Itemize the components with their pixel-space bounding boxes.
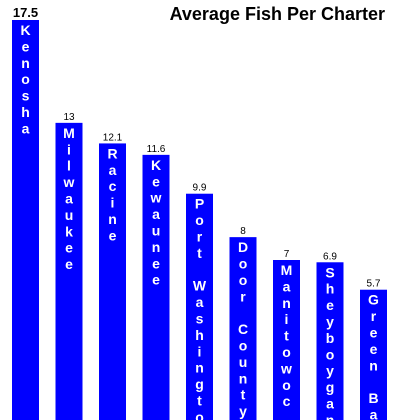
chart-title: Average Fish Per Charter	[170, 4, 385, 24]
bar-door-county	[229, 237, 257, 420]
bars-layer: 17.5 K e n o s h a 13 M i l w a u k e e 12.1 R a c i n e 11.6 K e w a…	[12, 5, 387, 420]
bar-manitowoc	[273, 260, 300, 420]
value-label-green-bay: 5.7	[367, 279, 381, 290]
value-label-port-washington: 9.9	[193, 183, 207, 194]
bar-port-washington	[186, 193, 213, 420]
bar-kewaunee	[142, 154, 170, 420]
bar-green-bay	[360, 289, 387, 420]
value-label-milwaukee: 13	[63, 112, 75, 123]
category-label-green-bay: GreenBay	[368, 292, 379, 420]
bar-milwaukee	[55, 122, 83, 420]
value-label-sheyboygan: 6.9	[323, 251, 337, 262]
category-label-port-washington: PortWashington	[193, 196, 207, 420]
value-label-kewaunee: 11.6	[147, 144, 166, 155]
bar-kenosha	[12, 20, 39, 420]
value-label-door-county: 8	[240, 226, 246, 237]
bar-racine	[99, 143, 126, 420]
value-label-racine: 12.1	[103, 132, 123, 143]
bar-sheyboygan	[316, 262, 344, 420]
value-label-manitowoc: 7	[284, 249, 290, 260]
value-label-kenosha: 17.5	[13, 5, 38, 20]
